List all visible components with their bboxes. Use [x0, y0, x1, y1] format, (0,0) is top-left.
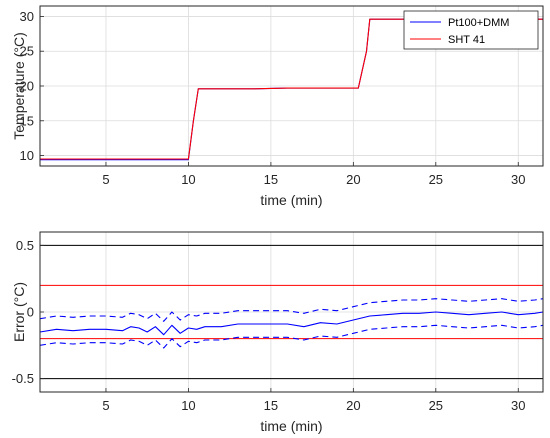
error-x-tick-label: 20 [346, 398, 360, 413]
error-series-line-bound-1 [39, 298, 544, 322]
temperature-x-axis-label: time (min) [260, 192, 322, 208]
temperature-y-tick-label: 25 [20, 44, 34, 59]
error-y-tick-label: 0 [27, 305, 34, 320]
error-panel: 5 10 15 20 25 30 -0.5 0 0.5 time (min) Error (°C… [11, 231, 544, 434]
temperature-y-tick-label: 30 [20, 9, 34, 24]
error-x-tick-label: 15 [264, 398, 278, 413]
temperature-y-tick-label: 15 [20, 113, 34, 128]
error-x-tick-label: 30 [511, 398, 525, 413]
error-x-axis-label: time (min) [260, 418, 322, 434]
legend-label-pt100: Pt100+DMM [448, 17, 509, 29]
error-y-tick-label: -0.5 [12, 371, 34, 386]
temperature-tick-labels: 5 10 15 20 25 30 10 15 20 25 30 [20, 9, 526, 187]
temperature-x-tick-label: 5 [102, 172, 109, 187]
legend-label-sht41: SHT 41 [448, 34, 485, 46]
error-y-axis-label: Error (°C) [11, 282, 27, 342]
error-x-tick-label: 25 [429, 398, 443, 413]
temperature-x-tick-label: 10 [181, 172, 195, 187]
temperature-y-tick-label: 10 [20, 148, 34, 163]
error-x-tick-label: 5 [102, 398, 109, 413]
error-y-tick-label: 0.5 [16, 238, 34, 253]
error-tick-labels: 5 10 15 20 25 30 -0.5 0 0.5 [12, 238, 526, 413]
temperature-panel: 5 10 15 20 25 30 10 15 20 25 30 time (min) Tempera… [11, 5, 544, 208]
temperature-y-tick-label: 20 [20, 79, 34, 94]
temperature-x-tick-label: 20 [346, 172, 360, 187]
legend-box [403, 10, 539, 50]
temperature-x-tick-label: 15 [264, 172, 278, 187]
error-series-lines [39, 298, 544, 349]
legend: Pt100+DMM SHT 41 [403, 10, 539, 50]
error-series-line-mean [39, 311, 544, 336]
error-series-line-bound-2 [39, 324, 544, 349]
error-x-tick-label: 10 [181, 398, 195, 413]
temperature-x-tick-label: 30 [511, 172, 525, 187]
temperature-x-tick-label: 25 [429, 172, 443, 187]
error-reference-lines [40, 244, 543, 380]
temperature-y-axis-label: Temperature (°C) [11, 32, 27, 140]
